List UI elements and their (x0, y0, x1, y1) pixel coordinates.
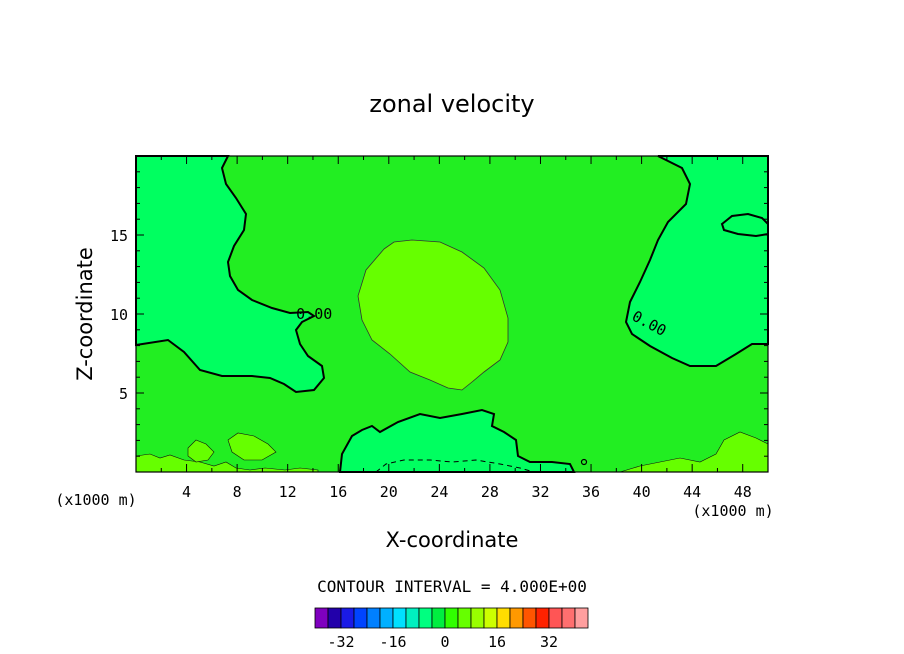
positive-patch (227, 432, 277, 461)
x-axis-title: X-coordinate (386, 528, 519, 552)
positive-patch (135, 453, 319, 473)
colorbar-cell (522, 607, 537, 629)
contour-dashed (375, 459, 535, 473)
colorbar-cell (470, 607, 485, 629)
contour-label: 0.00 (296, 305, 332, 323)
y-axis: 5 10 15 (110, 171, 768, 457)
colorbar-cell (314, 607, 329, 629)
colorbar-tick-label: -16 (379, 633, 406, 651)
colorbar-cell (392, 607, 407, 629)
colorbar-cell (379, 607, 394, 629)
y-tick-label: 15 (110, 227, 128, 245)
colorbar: -32 -16 0 16 32 (314, 607, 589, 651)
colorbar-cell (353, 607, 368, 629)
y-tick-label: 5 (119, 385, 128, 403)
x-tick-label: 28 (481, 483, 499, 501)
x-tick-label: 40 (633, 483, 651, 501)
colorbar-cell (561, 607, 576, 629)
colorbar-cell (457, 607, 472, 629)
colorbar-cell (327, 607, 342, 629)
colorbar-tick-label: -32 (327, 633, 354, 651)
plot-area (135, 155, 769, 473)
positive-blob (357, 239, 509, 391)
contour-interval-text: CONTOUR INTERVAL = 4.000E+00 (317, 577, 587, 596)
x-tick-label: 8 (233, 483, 242, 501)
y-axis-title: Z-coordinate (73, 247, 97, 381)
negative-region (338, 408, 576, 473)
colorbar-cell (496, 607, 511, 629)
positive-patch (187, 439, 215, 463)
colorbar-tick-label: 16 (488, 633, 506, 651)
x-tick-label: 4 (182, 483, 191, 501)
x-tick-label: 12 (279, 483, 297, 501)
negative-region (624, 155, 769, 367)
x-tick-label: 20 (380, 483, 398, 501)
colorbar-cell (535, 607, 550, 629)
negative-region (135, 155, 326, 394)
colorbar-cell (574, 607, 589, 629)
colorbar-cell (444, 607, 459, 629)
y-tick-label: 10 (110, 306, 128, 324)
colorbar-cell (483, 607, 498, 629)
x-tick-label: 36 (582, 483, 600, 501)
contour-point (580, 458, 588, 466)
colorbar-cell (509, 607, 524, 629)
colorbar-cell (405, 607, 420, 629)
x-units-label-left: (x1000 m) (55, 491, 136, 509)
x-tick-label: 48 (734, 483, 752, 501)
colorbar-cell (366, 607, 381, 629)
colorbar-cell (418, 607, 433, 629)
chart-title: zonal velocity (369, 90, 534, 118)
colorbar-cell (340, 607, 355, 629)
colorbar-cell (548, 607, 563, 629)
x-tick-label: 44 (683, 483, 701, 501)
colorbar-tick-label: 0 (440, 633, 449, 651)
x-tick-label: 16 (329, 483, 347, 501)
x-units-label-right: (x1000 m) (692, 502, 773, 520)
colorbar-cell (431, 607, 446, 629)
x-tick-label: 24 (430, 483, 448, 501)
x-axis: 4 8 12 16 20 24 28 32 36 40 44 48 (160, 156, 752, 501)
colorbar-tick-label: 32 (540, 633, 558, 651)
x-tick-label: 32 (531, 483, 549, 501)
